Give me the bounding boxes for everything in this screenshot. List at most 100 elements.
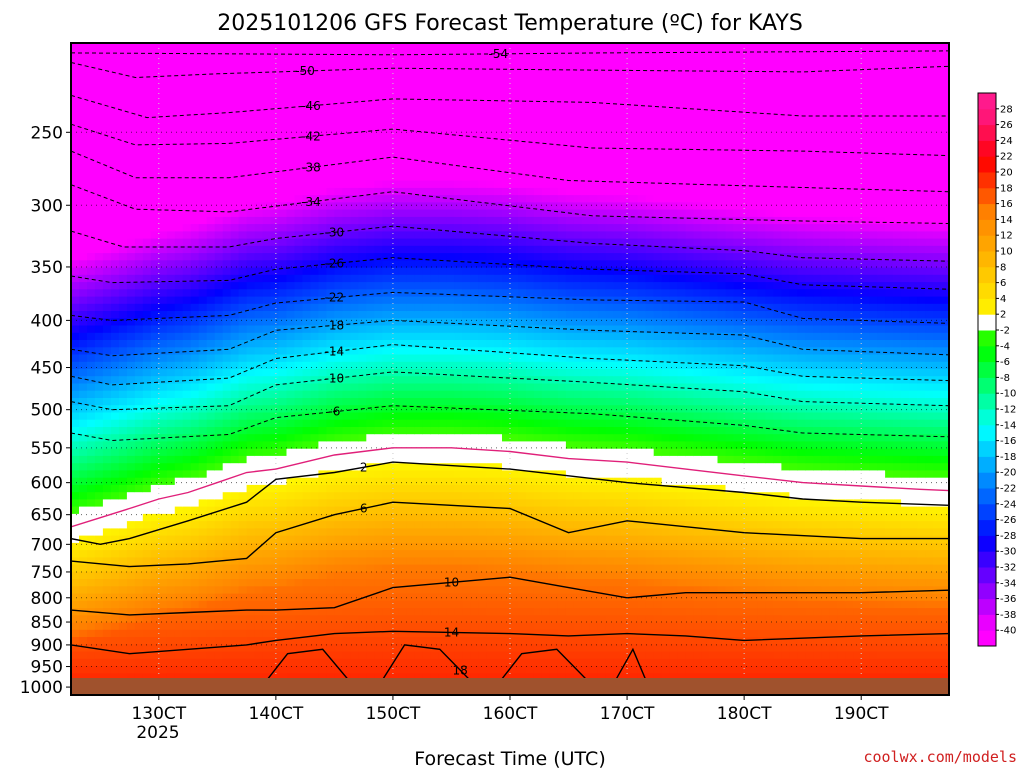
fill-cell bbox=[118, 187, 128, 196]
fill-cell bbox=[398, 492, 407, 501]
fill-cell bbox=[318, 93, 327, 102]
fill-cell bbox=[478, 311, 487, 319]
fill-cell bbox=[318, 390, 327, 399]
fill-cell bbox=[486, 144, 495, 153]
fill-cell bbox=[102, 158, 112, 167]
fill-cell bbox=[494, 383, 503, 392]
fill-cell bbox=[79, 593, 88, 602]
fill-cell bbox=[302, 347, 312, 356]
fill-cell bbox=[214, 318, 224, 327]
fill-cell bbox=[430, 673, 439, 682]
fill-cell bbox=[158, 296, 168, 305]
fill-cell bbox=[342, 173, 351, 182]
fill-cell bbox=[270, 253, 280, 261]
fill-cell bbox=[150, 441, 160, 450]
fill-cell bbox=[486, 209, 495, 218]
fill-cell bbox=[398, 144, 407, 153]
fill-cell bbox=[126, 398, 136, 406]
fill-cell bbox=[494, 332, 503, 341]
fill-cell bbox=[374, 57, 383, 66]
fill-cell bbox=[294, 129, 304, 138]
fill-cell bbox=[222, 325, 232, 334]
fill-cell bbox=[350, 557, 359, 566]
fill-cell bbox=[262, 535, 272, 544]
fill-cell bbox=[222, 332, 232, 341]
fill-cell bbox=[286, 637, 296, 645]
fill-cell bbox=[166, 282, 176, 290]
fill-cell bbox=[150, 173, 160, 182]
fill-cell bbox=[326, 463, 335, 472]
fill-cell bbox=[446, 108, 455, 117]
fill-cell bbox=[470, 608, 479, 616]
fill-cell bbox=[230, 542, 240, 551]
fill-cell bbox=[166, 484, 176, 493]
fill-cell bbox=[142, 390, 152, 399]
fill-cell bbox=[366, 492, 375, 501]
fill-cell bbox=[214, 673, 224, 682]
fill-cell bbox=[310, 405, 320, 414]
fill-cell bbox=[366, 347, 375, 356]
fill-cell bbox=[222, 492, 232, 501]
fill-cell bbox=[342, 427, 351, 435]
fill-cell bbox=[206, 260, 216, 269]
fill-cell bbox=[318, 158, 327, 167]
fill-cell bbox=[462, 441, 471, 450]
fill-cell bbox=[390, 383, 399, 392]
fill-cell bbox=[382, 129, 391, 138]
fill-cell bbox=[278, 564, 288, 573]
fill-cell bbox=[230, 224, 240, 232]
fill-cell bbox=[166, 455, 176, 464]
fill-cell bbox=[478, 390, 487, 399]
fill-cell bbox=[166, 245, 176, 254]
fill-cell bbox=[142, 615, 152, 624]
fill-cell bbox=[214, 86, 224, 95]
fill-cell bbox=[350, 151, 359, 160]
fill-cell bbox=[238, 521, 248, 529]
fill-cell bbox=[414, 666, 423, 674]
fill-cell bbox=[334, 238, 343, 247]
fill-cell bbox=[262, 658, 272, 667]
fill-cell bbox=[446, 651, 455, 660]
fill-cell bbox=[246, 43, 256, 51]
fill-cell bbox=[238, 72, 248, 80]
fill-cell bbox=[326, 151, 335, 160]
fill-cell bbox=[446, 245, 455, 254]
fill-cell bbox=[510, 122, 519, 131]
fill-cell bbox=[302, 209, 312, 218]
fill-cell bbox=[79, 484, 88, 493]
fill-cell bbox=[414, 455, 423, 464]
fill-cell bbox=[326, 506, 335, 515]
fill-cell bbox=[246, 658, 256, 667]
fill-cell bbox=[94, 311, 104, 319]
fill-cell bbox=[382, 340, 391, 348]
fill-cell bbox=[478, 499, 487, 508]
fill-cell bbox=[270, 513, 280, 522]
fill-cell bbox=[94, 492, 104, 501]
fill-cell bbox=[94, 571, 104, 580]
fill-cell bbox=[254, 72, 264, 80]
fill-cell bbox=[190, 340, 200, 348]
fill-cell bbox=[310, 484, 320, 493]
fill-cell bbox=[246, 115, 256, 124]
fill-cell bbox=[198, 361, 208, 370]
fill-cell bbox=[126, 64, 136, 73]
fill-cell bbox=[246, 535, 256, 544]
fill-cell bbox=[87, 173, 96, 182]
fill-cell bbox=[286, 434, 296, 443]
fill-cell bbox=[310, 144, 320, 153]
fill-cell bbox=[158, 79, 168, 88]
fill-cell bbox=[214, 600, 224, 609]
fill-cell bbox=[182, 521, 192, 529]
fill-cell bbox=[150, 651, 160, 660]
fill-cell bbox=[310, 231, 320, 240]
fill-cell bbox=[174, 644, 184, 653]
fill-cell bbox=[238, 608, 248, 616]
fill-cell bbox=[398, 224, 407, 232]
fill-cell bbox=[182, 666, 192, 674]
fill-cell bbox=[238, 412, 248, 421]
fill-cell bbox=[310, 622, 320, 631]
fill-cell bbox=[134, 666, 144, 674]
fill-cell bbox=[334, 144, 343, 153]
fill-cell bbox=[406, 463, 415, 472]
fill-cell bbox=[382, 506, 391, 515]
